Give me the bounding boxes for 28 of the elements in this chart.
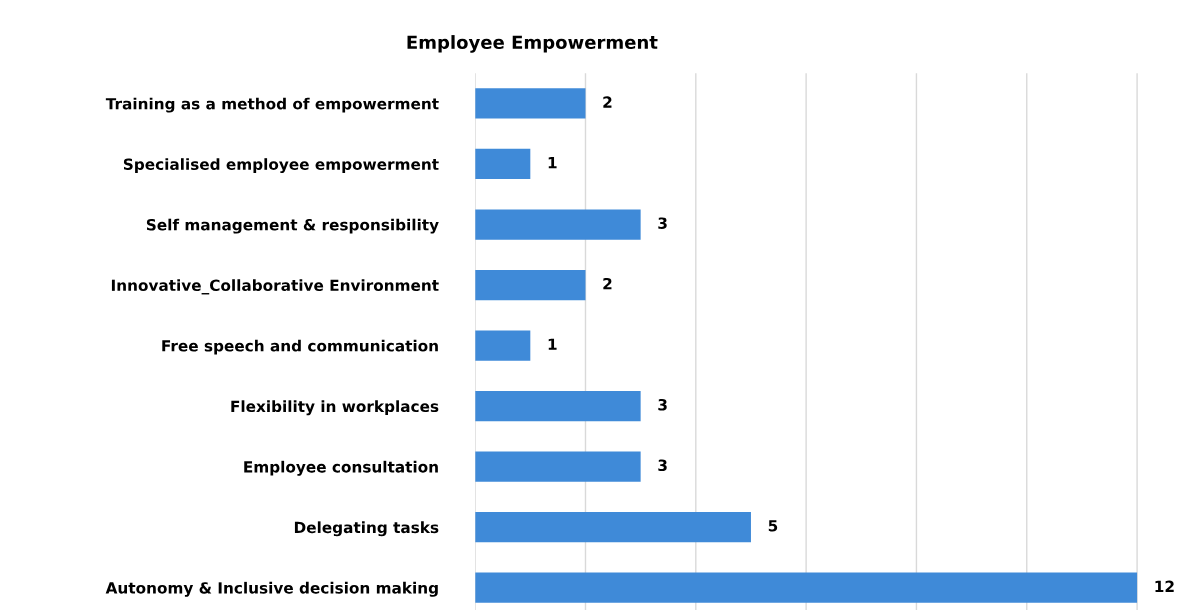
bar [475, 390, 641, 422]
data-label: 2 [603, 96, 612, 108]
bar [475, 572, 1138, 603]
data-label: 12 [1155, 580, 1174, 592]
bar [475, 330, 531, 361]
y-tick-label: Delegating tasks [294, 521, 439, 537]
data-label: 3 [658, 398, 667, 411]
bar [475, 88, 586, 119]
y-tick-label: Autonomy & Inclusive decision making [105, 581, 438, 597]
bar [475, 512, 751, 543]
y-tick-label: Employee consultation [244, 460, 438, 476]
data-label: 3 [658, 459, 667, 472]
bar [475, 148, 531, 180]
y-tick-label: Specialised employee empowerment [123, 158, 439, 174]
y-tick-label: Flexibility in workplaces [231, 400, 439, 416]
data-label: 5 [768, 520, 778, 532]
y-tick-label: Innovative_Collaborative Environment [111, 279, 439, 295]
y-tick-label: Training as a method of empowerment [105, 97, 439, 113]
bar [475, 269, 586, 301]
y-tick-label: Free speech and communication [162, 339, 438, 355]
data-label: 1 [548, 338, 557, 350]
data-label: 1 [548, 157, 557, 169]
data-label: 3 [658, 217, 667, 229]
data-label: 2 [603, 277, 612, 290]
bar [475, 451, 641, 482]
chart-title: Employee Empowerment [407, 35, 658, 53]
y-tick-label: Self management & responsibility [146, 218, 439, 234]
bar [475, 209, 641, 240]
